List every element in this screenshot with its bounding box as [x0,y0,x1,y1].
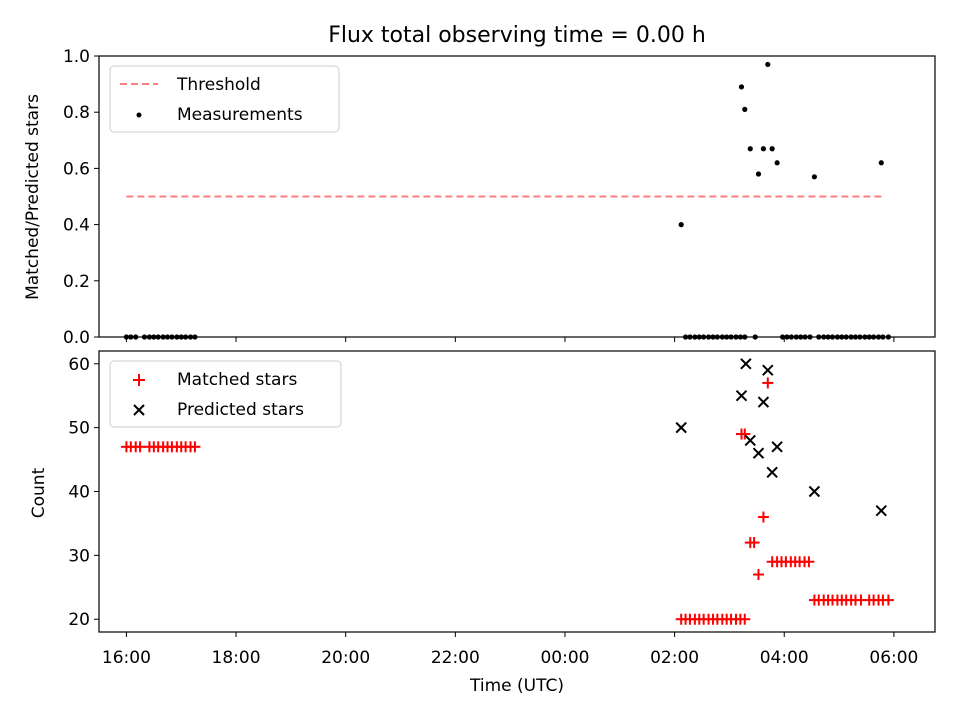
measurement-point [760,146,767,152]
bottom-legend: Matched stars Predicted stars [109,360,342,428]
x-tick-label: 02:00 [650,648,699,668]
top-y-tick-label: 1.0 [63,47,90,67]
predicted-star-point [740,358,752,370]
x-tick-label: 16:00 [102,648,151,668]
matched-star-point [762,377,774,389]
predicted-star-point [744,434,756,447]
bottom-legend-box [109,360,342,428]
bottom-y-tick-label: 50 [68,419,90,439]
matched-star-point [748,537,760,549]
measurement-point [811,174,817,180]
measurement-point [738,84,745,90]
measurement-point [755,171,762,177]
top-y-axis-label: Matched/Predicted stars [23,94,43,300]
x-tick-label: 04:00 [760,648,809,668]
top-y-tick-label: 0.2 [63,272,90,292]
bottom-y-axis-label: Count [29,467,49,518]
matched-star-point [882,594,894,606]
x-tick-label: 06:00 [869,648,918,668]
top-y-ticks: 0.0 0.2 0.4 0.6 0.8 1.0 [63,47,99,348]
matched-star-point [803,556,815,568]
matched-star-point [189,441,201,453]
predicted-star-point [752,447,765,459]
top-y-tick-label: 0.0 [63,328,90,348]
matched-star-point [739,613,751,625]
figure-title: Flux total observing time = 0.00 h [328,23,706,48]
measurement-point [769,146,775,152]
matched-legend-swatch [133,374,145,386]
top-legend-box [109,65,340,133]
matched-star-point [134,441,146,453]
bottom-y-tick-label: 20 [68,610,90,630]
predicted-star-point [808,485,821,498]
bottom-y-ticks: 20 30 40 50 60 [68,355,99,630]
bottom-y-tick-label: 60 [68,355,90,375]
legend-threshold-label: Threshold [176,75,261,95]
x-tick-label: 00:00 [540,648,589,668]
matched-star-point [757,511,769,523]
top-y-tick-label: 0.4 [63,216,90,236]
bottom-y-tick-label: 40 [68,483,90,503]
predicted-legend-swatch [133,404,145,416]
bottom-panel: Count 20 30 40 50 60 16:00 18:00 20:00 22:00 00:… [29,350,936,668]
measurement-point [678,222,684,228]
predicted-star-point [735,389,748,402]
measurement-point [878,160,884,166]
bottom-x-ticks: 16:00 18:00 20:00 22:00 00:00 02:00 04:00 06:00 [102,632,918,668]
predicted-star-point [675,421,687,434]
predicted-star-point [875,504,887,517]
bottom-plot-marks [120,358,894,625]
predicted-star-point [757,396,770,408]
legend-predicted-label: Predicted stars [177,400,304,420]
x-tick-label: 22:00 [431,648,480,668]
x-tick-label: 18:00 [212,648,261,668]
measurements-legend-swatch [136,112,142,118]
top-panel: Matched/Predicted stars 0.0 0.2 0.4 0.6 0.8 1… [23,47,936,348]
bottom-y-tick-label: 30 [68,546,90,566]
predicted-star-point [762,364,774,376]
x-axis-label: Time (UTC) [469,676,564,696]
top-y-tick-label: 0.8 [63,103,90,123]
legend-measurements-label: Measurements [177,105,303,125]
predicted-star-point [766,466,778,479]
predicted-star-point [771,441,783,453]
matched-star-point [739,428,751,440]
x-tick-label: 20:00 [321,648,370,668]
bottom-plot-frame [98,350,936,633]
top-y-tick-label: 0.6 [63,159,90,179]
top-plot-frame [98,55,936,338]
measurement-point [747,146,753,152]
top-legend: Threshold Measurements [109,65,340,133]
matched-star-point [752,569,764,581]
measurement-point [774,160,780,166]
top-x-ticks [125,337,895,342]
measurement-point [742,106,748,112]
measurement-point [765,61,771,68]
legend-matched-label: Matched stars [177,370,297,390]
